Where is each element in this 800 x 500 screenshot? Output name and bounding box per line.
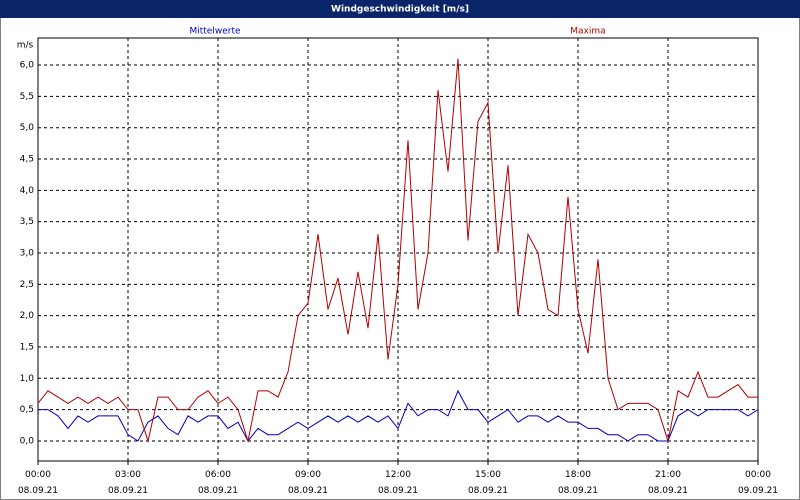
x-tick-label: 03:00 08.09.21	[108, 470, 148, 496]
legend-label: Mittelwerte	[189, 27, 240, 37]
x-tick-label: 15:00 08.09.21	[468, 470, 508, 496]
x-tick-label: 06:00 08.09.21	[198, 470, 238, 496]
y-axis-label: m/s	[17, 41, 34, 51]
y-tick-label: 5,5	[20, 92, 34, 102]
x-tick-label: 00:00 08.09.21	[18, 470, 58, 496]
y-tick-label: 0,0	[20, 436, 35, 446]
y-tick-label: 0,5	[20, 405, 34, 415]
x-tick-label: 00:00 09.09.21	[738, 470, 778, 496]
y-tick-label: 3,5	[20, 217, 34, 227]
x-tick-label: 09:00 08.09.21	[288, 470, 328, 496]
y-tick-label: 5,0	[20, 123, 35, 133]
y-tick-label: 4,5	[20, 155, 34, 165]
y-tick-label: 2,0	[20, 311, 35, 321]
y-tick-label: 6,0	[20, 61, 35, 71]
chart-title: Windgeschwindigkeit [m/s]	[331, 5, 469, 15]
x-tick-label: 18:00 08.09.21	[558, 470, 598, 496]
data-line	[37, 58, 758, 443]
y-tick-label: 4,0	[20, 186, 35, 196]
title-bar	[0, 0, 800, 18]
x-tick-label: 21:00 08.09.21	[648, 470, 688, 496]
data-line	[38, 389, 759, 442]
y-tick-label: 3,0	[20, 249, 35, 259]
y-tick-label: 1,5	[20, 342, 34, 352]
legend-label: Maxima	[570, 27, 605, 37]
y-tick-label: 1,0	[20, 374, 35, 384]
y-tick-label: 2,5	[20, 280, 34, 290]
x-tick-label: 12:00 08.09.21	[378, 470, 418, 496]
